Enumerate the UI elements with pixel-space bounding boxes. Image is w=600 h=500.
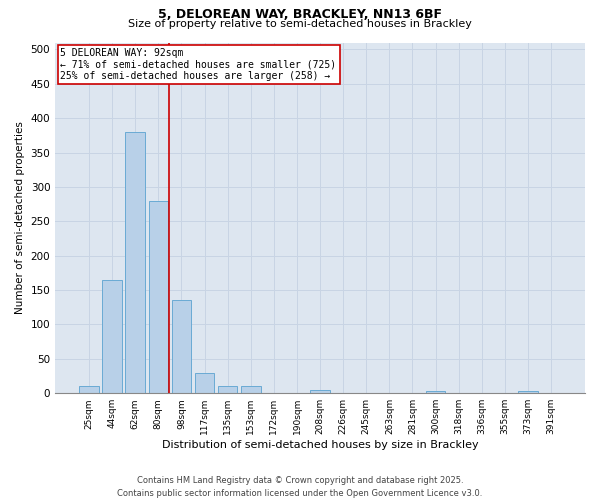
Bar bbox=[241, 386, 260, 393]
Text: Contains HM Land Registry data © Crown copyright and database right 2025.
Contai: Contains HM Land Registry data © Crown c… bbox=[118, 476, 482, 498]
Bar bbox=[518, 391, 538, 393]
Text: 5, DELOREAN WAY, BRACKLEY, NN13 6BF: 5, DELOREAN WAY, BRACKLEY, NN13 6BF bbox=[158, 8, 442, 20]
Bar bbox=[195, 372, 214, 393]
Bar bbox=[79, 386, 99, 393]
Bar bbox=[426, 391, 445, 393]
X-axis label: Distribution of semi-detached houses by size in Brackley: Distribution of semi-detached houses by … bbox=[162, 440, 478, 450]
Bar bbox=[103, 280, 122, 393]
Bar bbox=[125, 132, 145, 393]
Y-axis label: Number of semi-detached properties: Number of semi-detached properties bbox=[15, 122, 25, 314]
Text: Size of property relative to semi-detached houses in Brackley: Size of property relative to semi-detach… bbox=[128, 19, 472, 29]
Text: 5 DELOREAN WAY: 92sqm
← 71% of semi-detached houses are smaller (725)
25% of sem: 5 DELOREAN WAY: 92sqm ← 71% of semi-deta… bbox=[61, 48, 337, 81]
Bar bbox=[172, 300, 191, 393]
Bar bbox=[218, 386, 238, 393]
Bar bbox=[149, 200, 168, 393]
Bar bbox=[310, 390, 330, 393]
